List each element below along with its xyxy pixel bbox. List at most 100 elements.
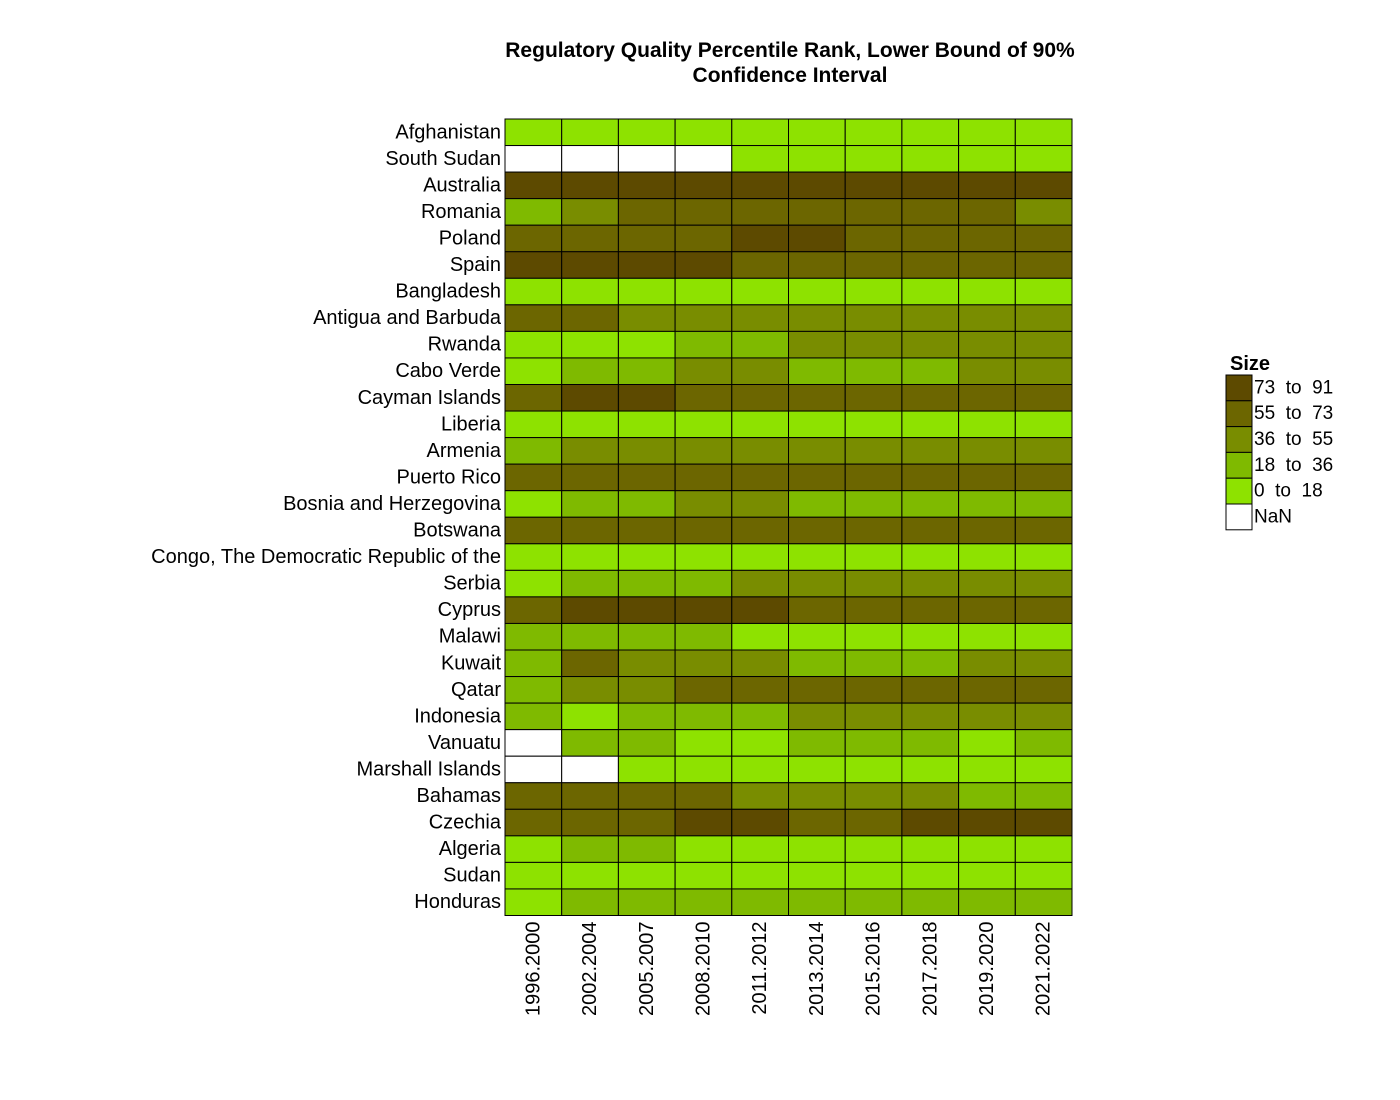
heatmap-cell-bangladesh-2015-2016 <box>844 277 903 306</box>
heatmap-cell-sudan-2021-2022 <box>1014 861 1073 890</box>
heatmap-cell-poland-2021-2022 <box>1014 224 1073 253</box>
heatmap-cell-spain-2019-2020 <box>958 251 1016 279</box>
heatmap-cell-rwanda-2015-2016 <box>844 330 903 359</box>
heatmap-cell-congo-the-democratic-republic-of-the-2021-2022 <box>1014 543 1073 571</box>
heatmap-cell-sudan-2002-2004 <box>561 861 619 890</box>
heatmap-cell-serbia-2017-2018 <box>901 569 960 598</box>
heatmap-cell-bosnia-and-herzegovina-2017-2018 <box>901 490 960 518</box>
heatmap-cell-cyprus-2011-2012 <box>731 596 789 624</box>
legend-label-18-36: 18 to 36 <box>1254 455 1333 476</box>
heatmap-cell-cayman-islands-2008-2010 <box>674 384 733 412</box>
heatmap-cell-algeria-2011-2012 <box>731 835 789 863</box>
row-label-malawi: Malawi <box>439 626 501 648</box>
heatmap-cell-bahamas-1996-2000 <box>504 782 563 810</box>
heatmap-cell-kuwait-2013-2014 <box>788 649 846 678</box>
heatmap-cell-malawi-2013-2014 <box>788 622 846 651</box>
heatmap-cell-serbia-2013-2014 <box>788 569 846 598</box>
heatmap-cell-kuwait-2017-2018 <box>901 649 960 678</box>
heatmap-cell-spain-2002-2004 <box>561 251 619 279</box>
heatmap-cell-indonesia-2015-2016 <box>844 702 903 731</box>
heatmap-cell-australia-1996-2000 <box>504 171 563 200</box>
row-label-cabo-verde: Cabo Verde <box>395 360 501 382</box>
heatmap-cell-liberia-2008-2010 <box>674 410 733 439</box>
heatmap-cell-liberia-2013-2014 <box>788 410 846 439</box>
heatmap-cell-marshall-islands-2005-2007 <box>617 755 676 784</box>
column-label-2021-2022: 2021.2022 <box>1033 922 1055 1017</box>
heatmap-cell-malawi-2017-2018 <box>901 622 960 651</box>
heatmap-cell-qatar-2017-2018 <box>901 676 960 704</box>
column-label-2017-2018: 2017.2018 <box>919 922 941 1017</box>
heatmap-cell-marshall-islands-2019-2020 <box>958 755 1016 784</box>
legend-key-nan <box>1225 503 1253 531</box>
heatmap-cell-cabo-verde-2015-2016 <box>844 357 903 386</box>
heatmap-cell-romania-2008-2010 <box>674 198 733 226</box>
heatmap-cell-serbia-1996-2000 <box>504 569 563 598</box>
heatmap-cell-congo-the-democratic-republic-of-the-2002-2004 <box>561 543 619 571</box>
heatmap-cell-antigua-and-barbuda-2013-2014 <box>788 304 846 332</box>
heatmap-cell-puerto-rico-2008-2010 <box>674 463 733 492</box>
heatmap-cell-puerto-rico-2019-2020 <box>958 463 1016 492</box>
heatmap-cell-bosnia-and-herzegovina-2019-2020 <box>958 490 1016 518</box>
heatmap-cell-south-sudan-2005-2007 <box>617 145 676 173</box>
heatmap-cell-liberia-2005-2007 <box>617 410 676 439</box>
chart-title: Regulatory Quality Percentile Rank, Lowe… <box>505 39 1075 87</box>
row-label-honduras: Honduras <box>414 891 501 913</box>
heatmap-cell-vanuatu-2008-2010 <box>674 729 733 757</box>
heatmap-cell-sudan-2008-2010 <box>674 861 733 890</box>
heatmap-cell-kuwait-2015-2016 <box>844 649 903 678</box>
column-label-1996-2000: 1996.2000 <box>522 922 544 1017</box>
heatmap-cell-cyprus-2002-2004 <box>561 596 619 624</box>
heatmap-cell-poland-2019-2020 <box>958 224 1016 253</box>
column-label-2005-2007: 2005.2007 <box>636 922 658 1017</box>
heatmap-cell-poland-2013-2014 <box>788 224 846 253</box>
heatmap-cell-south-sudan-1996-2000 <box>504 145 563 173</box>
heatmap-cell-marshall-islands-1996-2000 <box>504 755 563 784</box>
row-label-serbia: Serbia <box>443 573 502 595</box>
heatmap-cell-czechia-2017-2018 <box>901 808 960 837</box>
row-label-armenia: Armenia <box>427 440 502 462</box>
heatmap-cell-poland-2011-2012 <box>731 224 789 253</box>
heatmap-cell-south-sudan-2011-2012 <box>731 145 789 173</box>
heatmap-cell-armenia-2013-2014 <box>788 437 846 465</box>
heatmap-cell-spain-2005-2007 <box>617 251 676 279</box>
heatmap-cell-qatar-1996-2000 <box>504 676 563 704</box>
heatmap-cell-south-sudan-2017-2018 <box>901 145 960 173</box>
row-label-cayman-islands: Cayman Islands <box>358 387 501 409</box>
heatmap-cell-cyprus-2005-2007 <box>617 596 676 624</box>
column-label-2011-2012: 2011.2012 <box>749 922 771 1015</box>
heatmap-cell-australia-2005-2007 <box>617 171 676 200</box>
heatmap-cell-honduras-2008-2010 <box>674 888 733 917</box>
row-label-spain: Spain <box>450 254 501 276</box>
heatmap-cell-romania-2005-2007 <box>617 198 676 226</box>
heatmap-cell-rwanda-2008-2010 <box>674 330 733 359</box>
heatmap-cell-bahamas-2011-2012 <box>731 782 789 810</box>
heatmap-cell-poland-1996-2000 <box>504 224 563 253</box>
heatmap-cell-botswana-2013-2014 <box>788 516 846 545</box>
heatmap-cell-algeria-2005-2007 <box>617 835 676 863</box>
heatmap-cell-puerto-rico-2002-2004 <box>561 463 619 492</box>
heatmap-cell-antigua-and-barbuda-2005-2007 <box>617 304 676 332</box>
heatmap-cell-afghanistan-2008-2010 <box>674 118 733 147</box>
row-label-afghanistan: Afghanistan <box>395 121 501 143</box>
heatmap-cell-honduras-2019-2020 <box>958 888 1016 917</box>
heatmap-cell-congo-the-democratic-republic-of-the-2019-2020 <box>958 543 1016 571</box>
heatmap-cell-honduras-1996-2000 <box>504 888 563 917</box>
heatmap-cell-sudan-2005-2007 <box>617 861 676 890</box>
heatmap-cell-qatar-2008-2010 <box>674 676 733 704</box>
heatmap-cell-cabo-verde-2011-2012 <box>731 357 789 386</box>
heatmap-cell-qatar-2011-2012 <box>731 676 789 704</box>
heatmap-cell-congo-the-democratic-republic-of-the-2011-2012 <box>731 543 789 571</box>
heatmap-cell-cayman-islands-2005-2007 <box>617 384 676 412</box>
row-label-romania: Romania <box>421 201 502 223</box>
heatmap-cell-australia-2017-2018 <box>901 171 960 200</box>
heatmap-cell-kuwait-2021-2022 <box>1014 649 1073 678</box>
heatmap-cell-czechia-2021-2022 <box>1014 808 1073 837</box>
heatmap-cell-qatar-2005-2007 <box>617 676 676 704</box>
heatmap-cell-rwanda-2019-2020 <box>958 330 1016 359</box>
heatmap-cell-marshall-islands-2021-2022 <box>1014 755 1073 784</box>
heatmap-cell-antigua-and-barbuda-2019-2020 <box>958 304 1016 332</box>
heatmap-cell-rwanda-2011-2012 <box>731 330 789 359</box>
heatmap-cell-botswana-2005-2007 <box>617 516 676 545</box>
heatmap-cell-spain-2015-2016 <box>844 251 903 279</box>
heatmap-cell-marshall-islands-2017-2018 <box>901 755 960 784</box>
